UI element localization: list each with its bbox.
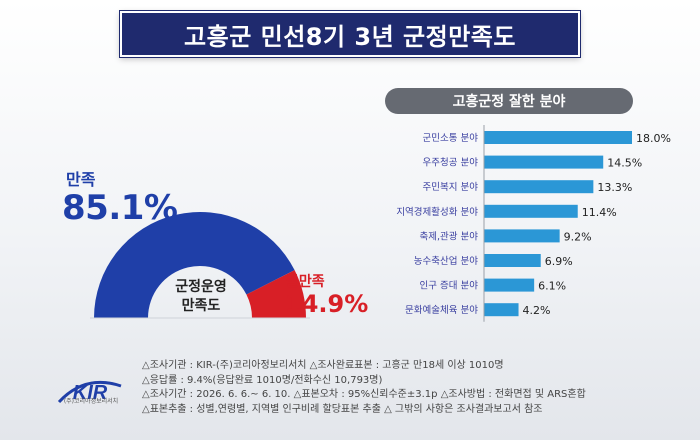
bar-value-label: 13.3%	[597, 181, 632, 194]
bar	[484, 303, 519, 317]
bar	[484, 254, 541, 267]
gauge-center-label: 군정운영 만족도	[158, 278, 244, 316]
gauge-slice-dissatisfied	[246, 270, 306, 318]
bar	[484, 278, 535, 292]
footer-line-1: △조사기관 : KIR-(주)코리아정보리서치 △조사완료표본 : 고흥군 만1…	[142, 360, 504, 371]
footer-line-4: △표본추출 : 성별,연령별, 지역별 인구비례 할당표본 추출 △ 그밖의 사…	[142, 403, 543, 415]
bar-value-label: 11.4%	[582, 206, 617, 219]
footer-line-3: △조사기간 : 2026. 6. 6.~ 6. 10. △표본오차 : 95%신…	[142, 389, 586, 400]
bar-value-label: 4.2%	[523, 304, 551, 317]
bar-value-label: 18.0%	[636, 132, 671, 145]
page-title: 고흥군 민선8기 3년 군정만족도	[119, 10, 581, 58]
kir-logo: KIR	[57, 380, 122, 404]
bar-category-label: 농수축산업 분야	[414, 255, 478, 267]
gauge-center-line2: 만족도	[181, 298, 221, 314]
bar	[484, 131, 632, 144]
survey-footer: △조사기관 : KIR-(주)코리아정보리서치 △조사완료표본 : 고흥군 만1…	[142, 359, 692, 417]
satisfied-label: 만족	[66, 170, 96, 189]
bar-category-label: 인구 증대 분야	[420, 281, 479, 292]
bar	[484, 204, 578, 218]
footer-line-2: △응답률 : 9.4%(응답완료 1010명/전화수신 10,793명)	[142, 374, 383, 386]
bar-category-label: 지역경제활성화 분야	[396, 206, 478, 218]
bar-value-label: 6.1%	[538, 280, 566, 293]
bar-category-label: 축제,관광 분야	[420, 230, 479, 242]
bar-category-label: 문화예술체육 분야	[405, 305, 478, 316]
bar-category-label: 주민복지 분야	[423, 182, 479, 193]
logo-subtitle: (주)코리아정보리서치	[63, 398, 119, 405]
bar-value-label: 14.5%	[607, 157, 642, 170]
bar-value-label: 6.9%	[545, 255, 573, 268]
bar	[484, 155, 604, 169]
bar	[484, 180, 594, 194]
gauge-slice-satisfied	[94, 212, 295, 318]
dissatisfied-label: 불만족	[286, 274, 325, 290]
bar-category-label: 우주청공 분야	[423, 158, 479, 169]
bar-value-label: 9.2%	[564, 230, 592, 243]
dissatisfied-value: 14.9%	[285, 290, 369, 318]
logo-text: KIR	[73, 382, 108, 404]
bar	[484, 229, 560, 243]
bar-chart-title: 고흥군정 잘한 분야	[385, 88, 633, 114]
bar-category-label: 군민소통 분야	[423, 133, 479, 144]
gauge-center-line1: 군정운영	[175, 279, 227, 295]
